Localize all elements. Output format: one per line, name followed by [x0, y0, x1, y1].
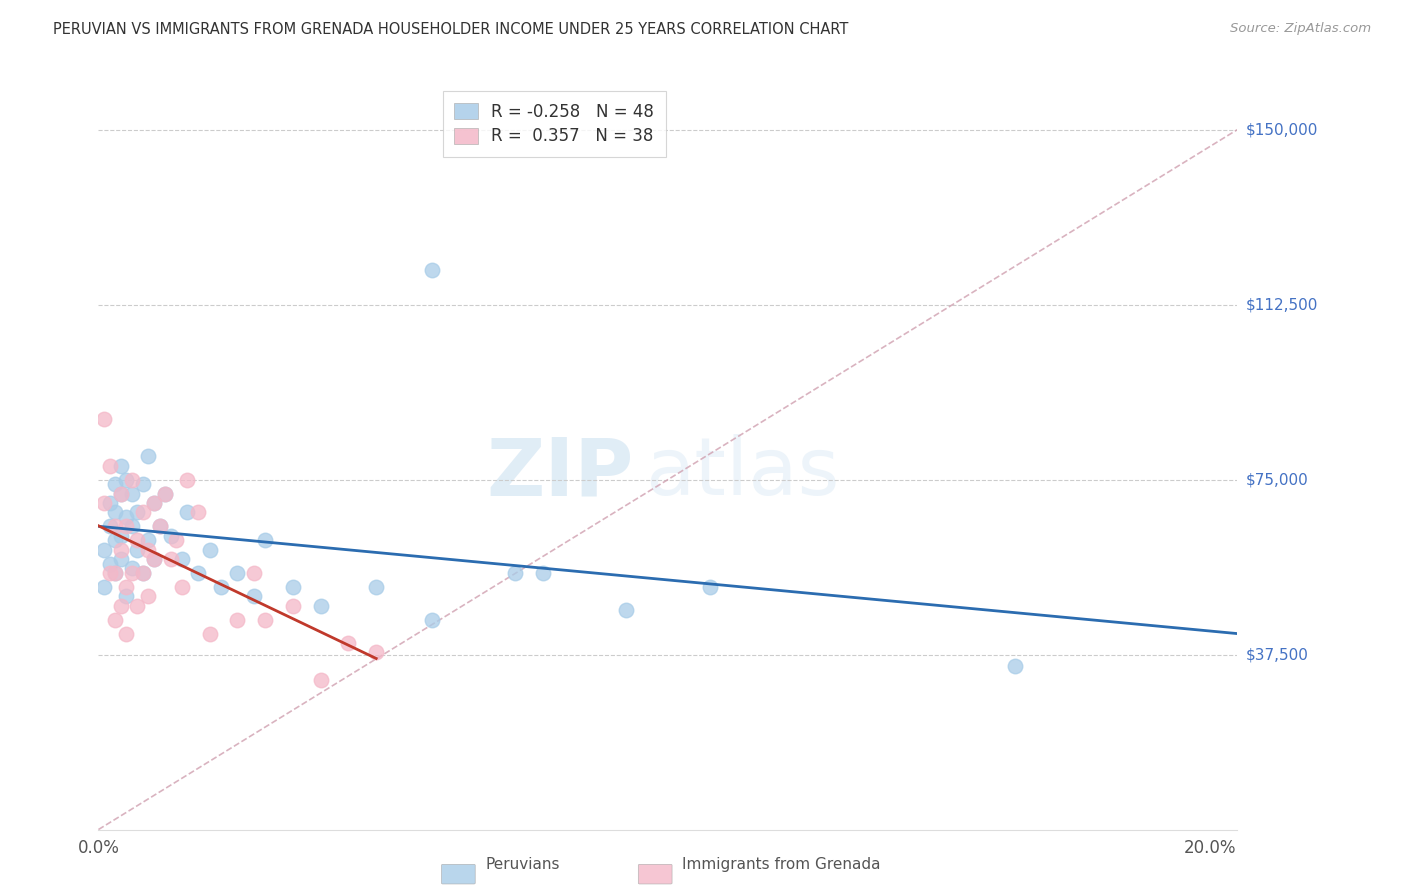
Point	[93, 412, 115, 426]
Text: Immigrants from Grenada: Immigrants from Grenada	[682, 857, 880, 872]
Point	[121, 519, 143, 533]
Point	[143, 496, 166, 510]
Point	[127, 505, 149, 519]
Point	[110, 599, 132, 613]
Point	[104, 613, 127, 627]
Text: $112,500: $112,500	[1246, 297, 1317, 312]
Point	[243, 589, 266, 603]
Point	[143, 496, 166, 510]
Point	[143, 552, 166, 566]
Point	[531, 566, 554, 580]
Point	[104, 519, 127, 533]
Point	[337, 636, 360, 650]
Point	[159, 552, 181, 566]
Point	[138, 589, 160, 603]
Point	[98, 496, 121, 510]
Text: ZIP: ZIP	[486, 434, 634, 512]
Point	[243, 566, 266, 580]
Point	[254, 613, 277, 627]
Text: atlas: atlas	[645, 434, 839, 512]
Point	[138, 533, 160, 548]
Point	[132, 505, 155, 519]
Point	[127, 599, 149, 613]
Text: Peruvians: Peruvians	[485, 857, 560, 872]
Point	[699, 580, 721, 594]
Point	[153, 486, 176, 500]
Point	[170, 580, 193, 594]
Point	[121, 561, 143, 575]
Text: $37,500: $37,500	[1246, 647, 1309, 662]
Point	[110, 486, 132, 500]
Point	[98, 557, 121, 571]
Point	[127, 542, 149, 557]
Point	[115, 580, 138, 594]
Point	[226, 566, 249, 580]
Point	[198, 542, 221, 557]
Point	[226, 613, 249, 627]
Point	[420, 613, 443, 627]
Point	[187, 505, 209, 519]
Point	[127, 533, 149, 548]
Point	[132, 477, 155, 491]
Text: $150,000: $150,000	[1246, 122, 1317, 137]
Point	[110, 552, 132, 566]
Point	[104, 533, 127, 548]
Point	[503, 566, 526, 580]
Point	[121, 566, 143, 580]
Point	[198, 626, 221, 640]
Point	[138, 542, 160, 557]
Point	[153, 486, 176, 500]
Point	[115, 626, 138, 640]
Point	[98, 458, 121, 473]
Point	[420, 262, 443, 277]
Point	[143, 552, 166, 566]
Point	[115, 589, 138, 603]
Point	[187, 566, 209, 580]
Point	[170, 552, 193, 566]
Point	[115, 510, 138, 524]
Text: Source: ZipAtlas.com: Source: ZipAtlas.com	[1230, 22, 1371, 36]
Point	[138, 450, 160, 464]
Point	[115, 473, 138, 487]
Point	[121, 486, 143, 500]
Point	[104, 505, 127, 519]
Point	[110, 528, 132, 542]
Point	[93, 580, 115, 594]
Point	[110, 458, 132, 473]
Point	[104, 566, 127, 580]
Point	[148, 519, 170, 533]
Point	[110, 486, 132, 500]
Point	[176, 473, 198, 487]
Legend: R = -0.258   N = 48, R =  0.357   N = 38: R = -0.258 N = 48, R = 0.357 N = 38	[443, 91, 665, 157]
Point	[614, 603, 637, 617]
Point	[165, 533, 187, 548]
Point	[159, 528, 181, 542]
Point	[148, 519, 170, 533]
Point	[366, 580, 388, 594]
Point	[132, 566, 155, 580]
Point	[98, 566, 121, 580]
Point	[98, 519, 121, 533]
Point	[309, 673, 332, 688]
Point	[176, 505, 198, 519]
Point	[209, 580, 232, 594]
Text: PERUVIAN VS IMMIGRANTS FROM GRENADA HOUSEHOLDER INCOME UNDER 25 YEARS CORRELATIO: PERUVIAN VS IMMIGRANTS FROM GRENADA HOUS…	[53, 22, 849, 37]
Point	[1004, 659, 1026, 673]
Point	[132, 566, 155, 580]
Point	[309, 599, 332, 613]
Point	[104, 566, 127, 580]
Point	[121, 473, 143, 487]
Point	[115, 519, 138, 533]
Point	[104, 477, 127, 491]
Point	[93, 542, 115, 557]
Point	[281, 599, 304, 613]
Point	[93, 496, 115, 510]
Point	[366, 645, 388, 659]
Text: $75,000: $75,000	[1246, 472, 1309, 487]
Point	[110, 542, 132, 557]
Point	[254, 533, 277, 548]
Point	[281, 580, 304, 594]
